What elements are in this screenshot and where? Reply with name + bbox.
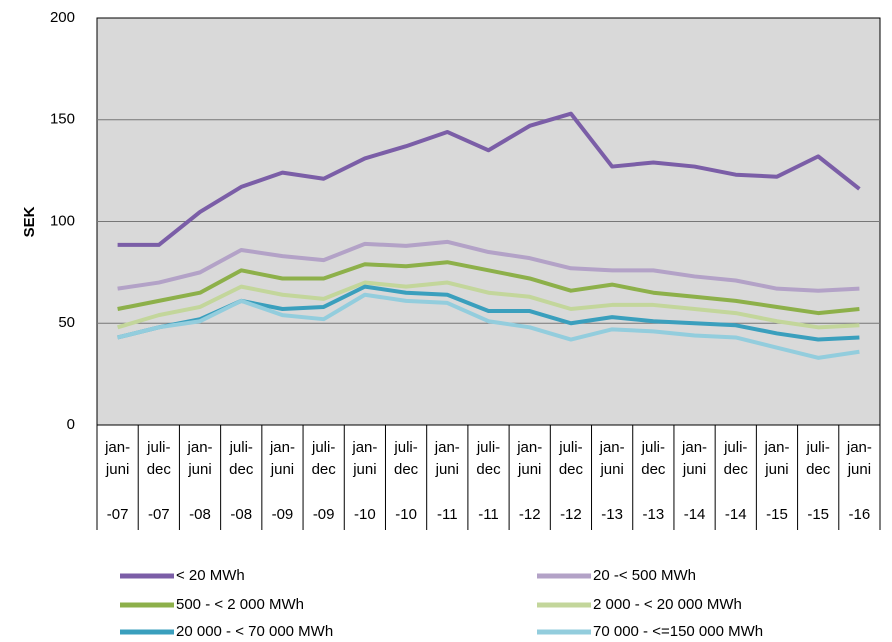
- x-tick-label: jan-: [187, 439, 213, 456]
- legend-label: < 20 MWh: [176, 567, 245, 584]
- x-tick-label: -12: [560, 506, 582, 523]
- x-tick-label: -08: [230, 506, 252, 523]
- legend-label: 2 000 - < 20 000 MWh: [593, 596, 742, 613]
- x-tick-label: jan-: [846, 439, 872, 456]
- legend-label: 70 000 - <=150 000 MWh: [593, 623, 763, 640]
- x-tick-label: juli-: [806, 439, 830, 456]
- x-tick-label: -14: [684, 506, 706, 523]
- x-tick-label: -12: [519, 506, 541, 523]
- x-tick-label: juli-: [723, 439, 747, 456]
- x-tick-label: -07: [107, 506, 129, 523]
- x-tick-label: jan-: [763, 439, 789, 456]
- x-tick-label: juli-: [311, 439, 335, 456]
- series-line: [117, 239, 860, 293]
- x-tick-label: dec: [312, 461, 337, 478]
- x-tick-label: juli-: [558, 439, 582, 456]
- x-tick-label: jan-: [434, 439, 460, 456]
- x-tick-label: -11: [437, 506, 458, 523]
- x-tick-label: juli-: [641, 439, 665, 456]
- y-tick-label: 0: [67, 416, 75, 433]
- x-tick-label: dec: [724, 461, 749, 478]
- x-tick-label: -13: [601, 506, 623, 523]
- x-tick-label: jan-: [599, 439, 625, 456]
- x-tick-label: juni: [435, 461, 459, 478]
- x-tick-label: jan-: [104, 439, 130, 456]
- x-tick-label: jan-: [681, 439, 707, 456]
- x-tick-label: -16: [849, 506, 871, 523]
- x-tick-label: juni: [105, 461, 129, 478]
- legend-label: 20 -< 500 MWh: [593, 567, 696, 584]
- x-tick-label: jan-: [516, 439, 542, 456]
- x-tick-label: dec: [806, 461, 831, 478]
- x-tick-label: -13: [642, 506, 664, 523]
- x-tick-label: -10: [395, 506, 417, 523]
- x-tick-label: jan-: [351, 439, 377, 456]
- x-tick-label: juni: [682, 461, 706, 478]
- x-tick-label: juni: [352, 461, 376, 478]
- x-tick-label: -09: [272, 506, 294, 523]
- series-line: [117, 280, 860, 330]
- x-tick-label: juli-: [476, 439, 500, 456]
- legend-label: 20 000 - < 70 000 MWh: [176, 623, 333, 640]
- series-line: [117, 111, 861, 247]
- x-tick-label: juni: [599, 461, 623, 478]
- x-tick-label: -15: [766, 506, 788, 523]
- x-tick-label: dec: [147, 461, 172, 478]
- x-tick-label: juni: [270, 461, 294, 478]
- series-line: [117, 292, 860, 360]
- x-tick-label: dec: [229, 461, 254, 478]
- y-tick-label: 200: [50, 9, 75, 26]
- x-tick-label: juli-: [146, 439, 170, 456]
- y-tick-label: 50: [58, 314, 75, 331]
- series-line: [117, 260, 860, 316]
- y-axis-label: SEK: [21, 206, 38, 237]
- x-tick-label: juni: [517, 461, 541, 478]
- x-tick-label: juni: [764, 461, 788, 478]
- x-tick-label: juli-: [393, 439, 417, 456]
- x-tick-label: -08: [189, 506, 211, 523]
- x-tick-label: -14: [725, 506, 747, 523]
- x-tick-label: dec: [641, 461, 666, 478]
- legend-label: 500 - < 2 000 MWh: [176, 596, 304, 613]
- x-tick-label: -11: [478, 506, 499, 523]
- x-tick-label: dec: [559, 461, 584, 478]
- x-tick-label: juli-: [229, 439, 253, 456]
- x-tick-label: -15: [807, 506, 829, 523]
- x-tick-label: -07: [148, 506, 170, 523]
- x-tick-label: jan-: [269, 439, 295, 456]
- y-tick-label: 150: [50, 111, 75, 128]
- x-tick-label: juni: [187, 461, 211, 478]
- x-tick-label: -10: [354, 506, 376, 523]
- x-tick-label: dec: [476, 461, 501, 478]
- y-tick-label: 100: [50, 212, 75, 229]
- x-tick-label: dec: [394, 461, 419, 478]
- x-tick-label: -09: [313, 506, 335, 523]
- x-tick-label: juni: [847, 461, 871, 478]
